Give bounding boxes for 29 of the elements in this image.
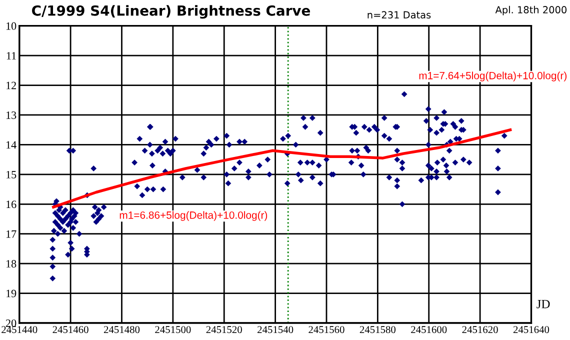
y-tick-label: 10 xyxy=(6,22,16,30)
y-tick-label: 19 xyxy=(6,290,16,298)
x-tick-label: 2451540 xyxy=(258,326,294,334)
x-tick-label: 2451460 xyxy=(52,326,88,334)
y-tick-label: 14 xyxy=(6,141,16,149)
y-tick-label: 11 xyxy=(6,52,16,60)
y-tick-label: 13 xyxy=(6,111,16,119)
y-tick-label: 18 xyxy=(6,260,16,268)
text: Apl. 18th 2000 xyxy=(495,6,567,16)
y-tick-label: 17 xyxy=(6,230,16,238)
x-axis-title: JD xyxy=(536,300,550,308)
x-tick-label: 2451600 xyxy=(411,326,447,334)
x-tick-label: 2451580 xyxy=(360,326,396,334)
x-tick-label: 2451620 xyxy=(462,326,498,334)
annotation: m1=7.64+5log(Delta)+10.0log(r) xyxy=(419,72,567,82)
x-tick-label: 2451560 xyxy=(308,326,344,334)
y-tick-label: 12 xyxy=(6,82,16,90)
y-tick-label: 15 xyxy=(6,170,16,178)
y-tick-label: 20 xyxy=(6,319,16,327)
annotation: m1=6.86+5log(Delta)+10.0log(r) xyxy=(120,211,268,221)
x-tick-label: 2451480 xyxy=(104,326,140,334)
x-tick-label: 2451440 xyxy=(2,326,38,334)
y-tick-label: 16 xyxy=(6,200,16,208)
x-tick-label: 2451520 xyxy=(206,326,242,334)
x-tick-label: 2451500 xyxy=(155,326,191,334)
line-series xyxy=(52,128,512,208)
text: n=231 Datas xyxy=(368,11,431,19)
x-tick-label: 2451640 xyxy=(513,326,550,334)
chart-title: C/1999 S4(Linear) Brightness Carve xyxy=(32,5,310,19)
